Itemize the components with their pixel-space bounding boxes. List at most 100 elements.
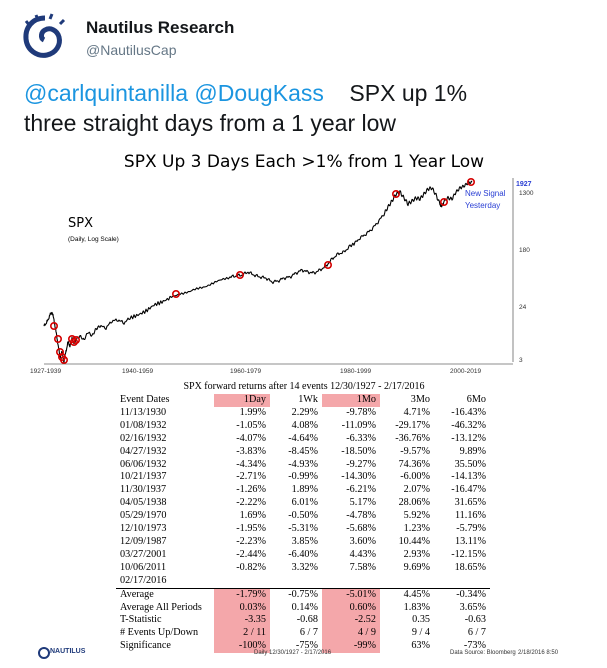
row-label: 03/27/2001 [120, 548, 167, 560]
table-cell: -3.83% [236, 445, 266, 457]
signal-markers [49, 178, 475, 365]
table-cell: 1.89% [291, 484, 318, 496]
table-cell [434, 575, 490, 588]
signal-marker [236, 271, 245, 280]
y-tick-label: 24 [519, 304, 527, 311]
x-tick-label: 1927-1939 [30, 368, 61, 375]
table-cell [380, 575, 434, 588]
table-cell: 18.65% [454, 561, 486, 573]
table-cell [322, 575, 380, 588]
annotation-line: Yesterday [465, 201, 500, 210]
table-cell: -6.33% [346, 432, 376, 444]
table-cell: 1.69% [239, 510, 266, 522]
row-label: 12/09/1987 [120, 535, 167, 547]
table-cell: -4.93% [288, 458, 318, 470]
table-cell: -0.75% [270, 587, 322, 602]
table-cell: 0.60% [322, 601, 380, 615]
series-label: SPX [68, 216, 93, 231]
table-row: 04/05/1938 -2.22% 6.01% 5.17% 28.06% 31.65% [116, 497, 490, 510]
table-cell: -6.21% [346, 484, 376, 496]
footer-timestamp: 2/18/2016 8:50 [518, 650, 559, 656]
table-cell: 4.43% [349, 548, 376, 560]
table-cell: -11.09% [341, 419, 376, 431]
signal-marker [71, 336, 80, 345]
table-cell: -4.64% [288, 432, 318, 444]
table-cell: 6.01% [291, 497, 318, 509]
table-cell: -75% [295, 640, 318, 652]
chart-image[interactable]: SPX Up 3 Days Each >1% from 1 Year Low S… [30, 148, 578, 663]
summary-row: Average All Periods 0.03% 0.14% 0.60% 1.83% 3… [116, 601, 490, 615]
table-cell: -29.17% [395, 419, 430, 431]
table-cell: -2.23% [236, 535, 266, 547]
table-cell [270, 575, 322, 588]
signal-marker [323, 261, 332, 270]
table-cell: -5.31% [288, 523, 318, 535]
table-cell: -9.27% [346, 458, 376, 470]
table-cell: 2 / 11 [214, 627, 270, 641]
signal-marker [49, 322, 58, 331]
row-label: 02/17/2016 [120, 574, 167, 586]
table-row: 10/21/1937 -2.71% -0.99% -14.30% -6.00% -14.1… [116, 471, 490, 484]
table-cell: 11.16% [454, 510, 486, 522]
signal-marker [53, 335, 62, 344]
table-row: 06/06/1932 -4.34% -4.93% -9.27% 74.36% 35.50% [116, 459, 490, 472]
summary-row: Significance -100% -75% -99% 63% -73% [116, 640, 490, 654]
tweet-header: Nautilus Research @NautilusCap [20, 12, 590, 64]
row-label: T-Statistic [120, 614, 162, 626]
table-row: 12/09/1987 -2.23% 3.85% 3.60% 10.44% 13.11% [116, 536, 490, 549]
table-cell: -14.13% [451, 471, 486, 483]
table-row: 04/27/1932 -3.83% -8.45% -18.50% -9.57% 9.89% [116, 446, 490, 459]
y-tick-label: 1927 [516, 181, 532, 188]
table-cell: -0.34% [434, 587, 490, 602]
signal-marker [439, 197, 448, 206]
table-cell: 9.69% [403, 561, 430, 573]
table-cell: -2.52 [322, 614, 380, 628]
mention-link[interactable]: @DougKass [194, 80, 324, 106]
table-row: 11/30/1937 -1.26% 1.89% -6.21% 2.07% -16.47% [116, 484, 490, 497]
y-tick-label: 3 [519, 357, 523, 364]
table-cell: 3.60% [349, 535, 376, 547]
table-cell: -12.15% [451, 548, 486, 560]
column-header: 3Mo [410, 394, 430, 405]
x-tick-label: 1940-1959 [122, 368, 153, 375]
table-row: 02/16/1932 -4.07% -4.64% -6.33% -36.76% -13.1… [116, 433, 490, 446]
table-row: 11/13/1930 1.99% 2.29% -9.78% 4.71% -16.43% [116, 407, 490, 420]
table-cell: -14.30% [341, 471, 376, 483]
table-cell: -1.05% [236, 419, 266, 431]
nautilus-footer-logo-icon [38, 647, 50, 659]
table-cell: -13.12% [451, 432, 486, 444]
table-row: 10/06/2011 -0.82% 3.32% 7.58% 9.69% 18.65% [116, 562, 490, 575]
mention-link[interactable]: @carlquintanilla [24, 80, 188, 106]
row-label: # Events Up/Down [120, 627, 199, 639]
spx-price-line [43, 180, 473, 364]
table-cell: 3.32% [291, 561, 318, 573]
row-label: 10/06/2011 [120, 561, 167, 573]
table-header-row: Event Dates 1Day 1Wk 1Mo 3Mo 6Mo [116, 394, 490, 407]
table-cell: -46.32% [451, 419, 486, 431]
row-label: Average [116, 587, 214, 602]
column-header: Event Dates [120, 394, 170, 405]
table-cell: 74.36% [398, 458, 430, 470]
nautilus-logo-avatar[interactable] [20, 12, 70, 62]
tweet-text: @carlquintanilla @DougKass SPX up 1% thr… [24, 78, 594, 138]
table-cell: 6 / 7 [467, 627, 486, 639]
table-cell: 9.89% [459, 445, 486, 457]
y-tick-label: 180 [519, 247, 530, 254]
table-cell: -0.82% [236, 561, 266, 573]
table-cell: 5.17% [349, 497, 376, 509]
table-cell: -73% [463, 640, 486, 652]
author-handle[interactable]: @NautilusCap [86, 42, 177, 58]
y-tick-label: 1300 [519, 190, 534, 197]
table-cell: -1.26% [236, 484, 266, 496]
table-cell: 4 / 9 [322, 627, 380, 641]
author-name[interactable]: Nautilus Research [86, 18, 235, 37]
table-cell: 35.50% [454, 458, 486, 470]
tweet-text-part: three straight days from a 1 year low [24, 110, 396, 136]
table-cell: 28.06% [398, 497, 430, 509]
table-cell: 31.65% [454, 497, 486, 509]
table-row: 12/10/1973 -1.95% -5.31% -5.68% 1.23% -5.79% [116, 523, 490, 536]
table-cell: 1.99% [239, 406, 266, 418]
table-cell: -1.95% [236, 523, 266, 535]
table-cell: 6 / 7 [299, 627, 318, 639]
chart-title: SPX Up 3 Days Each >1% from 1 Year Low [123, 152, 485, 172]
